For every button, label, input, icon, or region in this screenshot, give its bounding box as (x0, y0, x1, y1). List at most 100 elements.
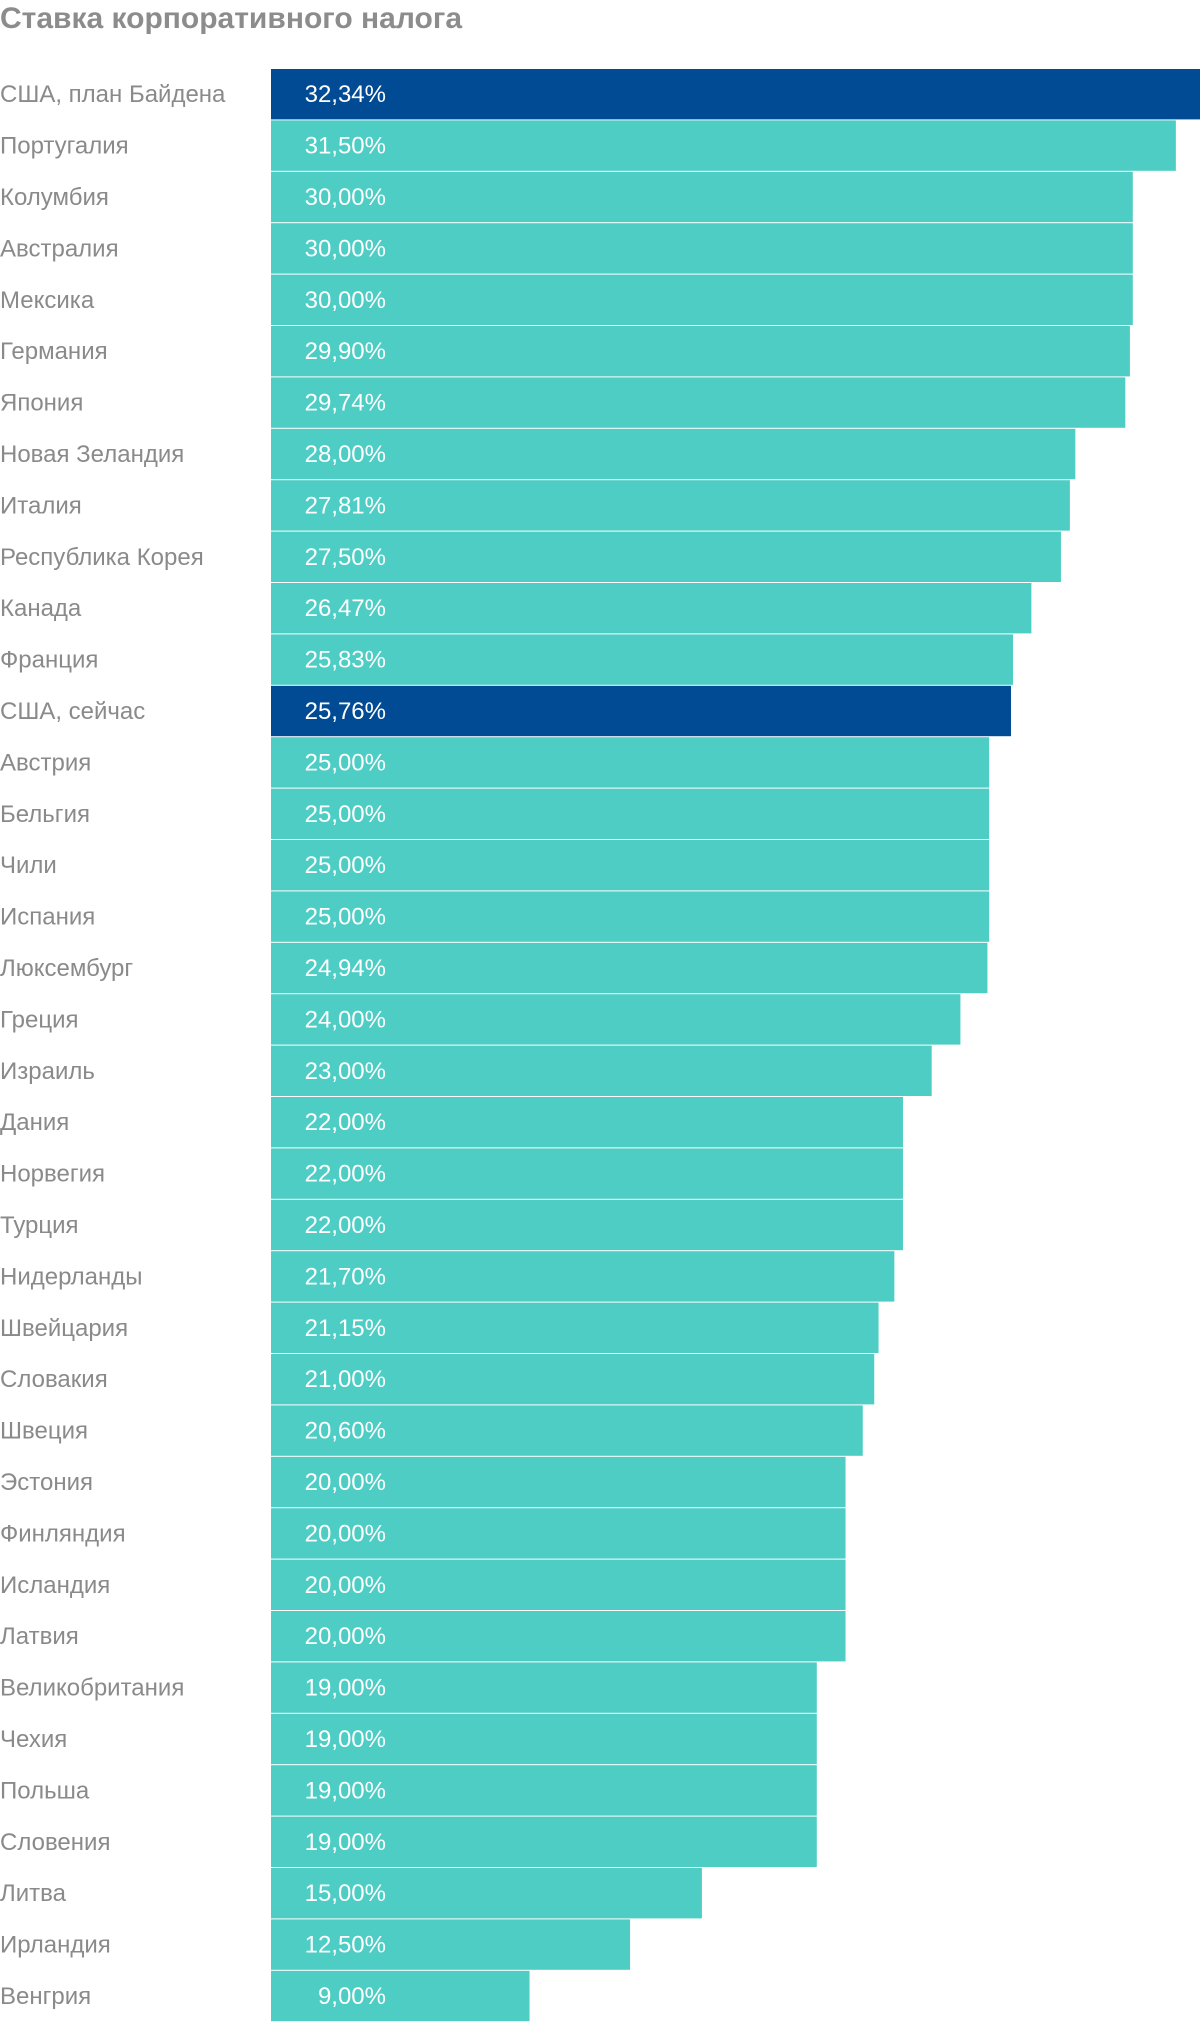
category-label: Португалия (0, 133, 129, 160)
value-label: 25,83% (305, 647, 386, 674)
value-label: 29,74% (305, 390, 386, 417)
value-label: 32,34% (305, 81, 386, 108)
value-label: 25,00% (305, 749, 386, 776)
bar (271, 1611, 846, 1662)
value-label: 23,00% (305, 1058, 386, 1085)
category-label: Великобритания (0, 1675, 184, 1702)
category-label: Австралия (0, 235, 119, 262)
bar (271, 1559, 846, 1610)
category-label: Эстония (0, 1469, 93, 1496)
value-label: 24,94% (305, 955, 386, 982)
category-label: Япония (0, 390, 83, 417)
value-label: 9,00% (318, 1983, 386, 2010)
bar (271, 1970, 530, 2022)
bar (271, 69, 1200, 120)
bar (271, 1765, 817, 1816)
value-label: 21,00% (305, 1366, 386, 1393)
bar (271, 223, 1133, 274)
value-label: 25,76% (305, 698, 386, 725)
value-label: 30,00% (305, 287, 386, 314)
category-label: Словакия (0, 1366, 108, 1393)
category-label: Греция (0, 1006, 79, 1033)
value-label: 25,00% (305, 801, 386, 828)
value-label: 24,00% (305, 1006, 386, 1033)
value-label: 19,00% (305, 1829, 386, 1856)
value-label: 20,00% (305, 1572, 386, 1599)
value-label: 27,81% (305, 492, 386, 519)
category-label: Турция (0, 1212, 79, 1239)
category-label: Израиль (0, 1058, 95, 1085)
category-label: Австрия (0, 749, 91, 776)
category-label: Венгрия (0, 1983, 91, 2010)
bar (271, 942, 988, 994)
value-label: 20,60% (305, 1418, 386, 1445)
category-label: Норвегия (0, 1161, 105, 1188)
bar (271, 634, 1013, 685)
bar (271, 891, 990, 942)
bar (271, 171, 1133, 223)
value-label: 27,50% (305, 544, 386, 571)
chart-title: Ставка корпоративного налога (0, 2, 462, 35)
bar (271, 994, 961, 1045)
category-label: Италия (0, 492, 82, 519)
bar (271, 1456, 846, 1508)
value-label: 28,00% (305, 441, 386, 468)
category-label: Словения (0, 1829, 110, 1856)
value-label: 20,00% (305, 1623, 386, 1650)
value-label: 30,00% (305, 184, 386, 211)
bar (271, 1508, 846, 1559)
category-label: Исландия (0, 1572, 110, 1599)
value-label: 15,00% (305, 1880, 386, 1907)
bar (271, 428, 1076, 480)
category-label: Чехия (0, 1726, 67, 1753)
value-label: 22,00% (305, 1212, 386, 1239)
category-label: Люксембург (0, 955, 133, 982)
bar (271, 1097, 903, 1148)
bar (271, 1045, 932, 1096)
category-label: Дания (0, 1109, 69, 1136)
value-label: 25,00% (305, 904, 386, 931)
bar (271, 120, 1176, 171)
value-label: 19,00% (305, 1726, 386, 1753)
value-label: 20,00% (305, 1469, 386, 1496)
category-label: США, сейчас (0, 698, 145, 725)
category-label: Германия (0, 338, 108, 365)
value-label: 22,00% (305, 1161, 386, 1188)
value-label: 25,00% (305, 852, 386, 879)
value-label: 19,00% (305, 1675, 386, 1702)
category-label: Республика Корея (0, 544, 204, 571)
bar (271, 377, 1126, 428)
bar (271, 840, 990, 891)
category-label: Бельгия (0, 801, 90, 828)
value-label: 30,00% (305, 235, 386, 262)
category-label: Швейцария (0, 1315, 128, 1342)
value-label: 19,00% (305, 1777, 386, 1804)
category-label: Польша (0, 1777, 90, 1804)
bar (271, 326, 1130, 377)
category-label: Латвия (0, 1623, 79, 1650)
bar (271, 1816, 817, 1867)
bar (271, 1302, 879, 1353)
bar (271, 737, 990, 788)
value-label: 21,15% (305, 1315, 386, 1342)
bar (271, 583, 1032, 634)
bar (271, 1251, 895, 1302)
bar (271, 274, 1133, 325)
bar (271, 1919, 631, 1970)
category-label: Франция (0, 647, 98, 674)
value-label: 21,70% (305, 1263, 386, 1290)
bar (271, 531, 1061, 582)
category-label: Нидерланды (0, 1263, 142, 1290)
bar (271, 480, 1070, 531)
bar (271, 685, 1011, 737)
category-label: Швеция (0, 1418, 88, 1445)
value-label: 20,00% (305, 1520, 386, 1547)
category-label: Мексика (0, 287, 95, 314)
bar (271, 1148, 903, 1199)
bar (271, 1405, 863, 1456)
category-label: Новая Зеландия (0, 441, 184, 468)
bar (271, 788, 990, 839)
bar (271, 1713, 817, 1765)
value-label: 31,50% (305, 133, 386, 160)
